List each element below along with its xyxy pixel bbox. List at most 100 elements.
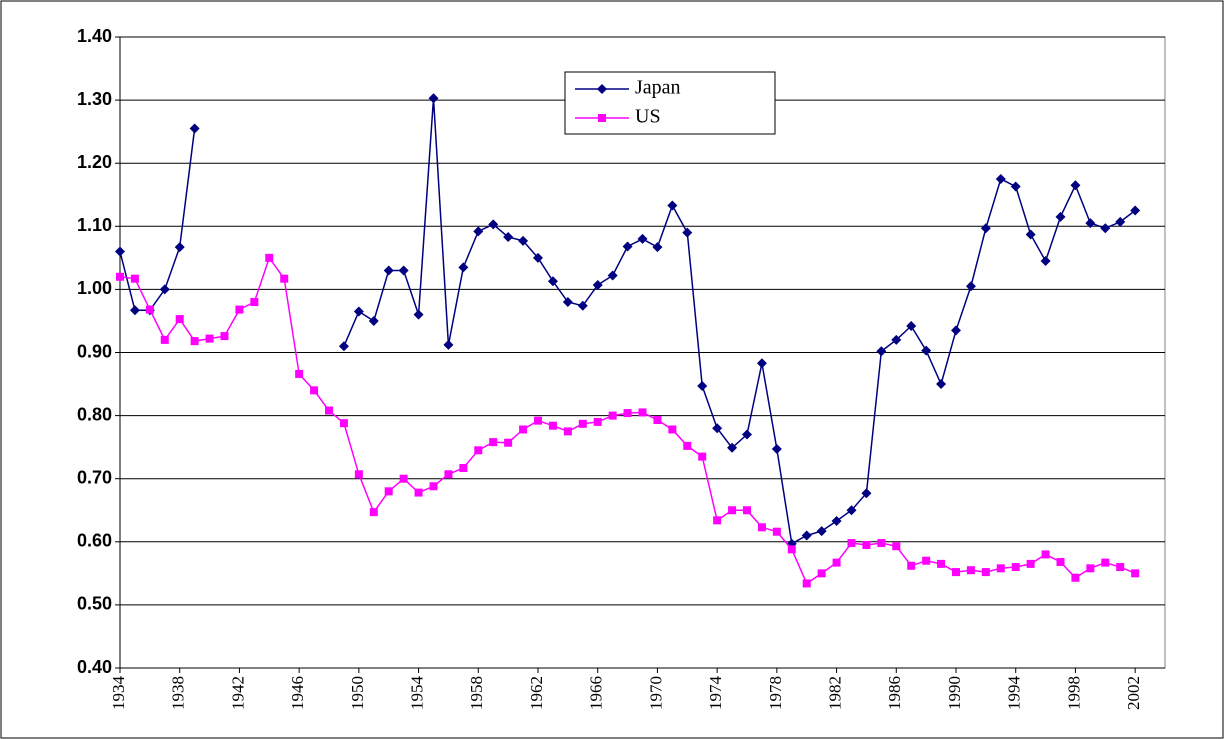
- point: [414, 488, 423, 497]
- point: [444, 470, 453, 479]
- series-line: [119, 98, 1136, 545]
- x-tick-label: 1998: [1064, 676, 1083, 710]
- point: [353, 306, 364, 317]
- point: [980, 223, 991, 234]
- legend-box: [564, 71, 776, 135]
- point: [295, 369, 304, 378]
- point: [503, 232, 514, 243]
- point: [235, 305, 244, 314]
- point: [622, 241, 633, 252]
- x-tick-label: 1982: [825, 676, 844, 710]
- point: [1010, 181, 1021, 192]
- point: [578, 419, 587, 428]
- point: [683, 441, 692, 450]
- point: [876, 346, 887, 357]
- point: [936, 379, 947, 390]
- x-tick-label: 1954: [407, 676, 426, 711]
- x-tick-label: 1974: [706, 676, 725, 711]
- point: [354, 470, 363, 479]
- y-tick-label: 1.30: [77, 89, 112, 109]
- y-tick-label: 1.40: [77, 26, 112, 46]
- y-tick-label: 0.70: [77, 467, 112, 487]
- point: [728, 506, 737, 515]
- point: [757, 523, 766, 532]
- point: [846, 505, 857, 516]
- point: [847, 539, 856, 548]
- x-tick-label: 1986: [885, 676, 904, 710]
- point: [668, 425, 677, 434]
- point: [428, 93, 439, 104]
- point: [145, 305, 154, 314]
- point: [907, 561, 916, 570]
- legend-marker: [597, 84, 607, 94]
- point: [682, 227, 693, 238]
- point: [519, 425, 528, 434]
- y-tick-label: 1.00: [77, 278, 112, 298]
- x-tick-label: 2002: [1124, 676, 1143, 710]
- point: [175, 315, 184, 324]
- point: [473, 226, 484, 237]
- point: [1131, 569, 1140, 578]
- point: [325, 406, 333, 415]
- series-line: [119, 256, 1136, 585]
- point: [1115, 216, 1126, 227]
- point: [563, 427, 572, 436]
- point: [130, 274, 139, 283]
- point: [116, 272, 124, 281]
- point: [280, 274, 289, 283]
- point: [1041, 550, 1050, 559]
- point: [697, 380, 708, 391]
- point: [205, 334, 214, 343]
- point: [891, 334, 902, 345]
- point: [1086, 564, 1095, 573]
- point: [265, 253, 274, 262]
- legend-marker: [598, 114, 606, 122]
- point: [802, 579, 811, 588]
- point: [816, 526, 827, 537]
- y-tick-label: 0.50: [77, 594, 112, 614]
- x-tick-label: 1946: [288, 676, 307, 710]
- point: [474, 446, 483, 455]
- point: [429, 482, 438, 491]
- point: [906, 320, 917, 331]
- point: [607, 270, 618, 281]
- point: [1085, 218, 1096, 229]
- point: [489, 438, 498, 447]
- x-tick-label: 1966: [587, 676, 606, 710]
- y-tick-label: 0.40: [77, 657, 112, 677]
- point: [562, 297, 573, 308]
- point: [1070, 180, 1081, 191]
- point: [877, 539, 886, 548]
- point: [250, 298, 259, 307]
- point: [368, 315, 379, 326]
- point: [787, 545, 796, 554]
- point: [638, 408, 647, 417]
- point: [743, 506, 751, 515]
- point: [996, 564, 1005, 573]
- point: [1011, 563, 1020, 572]
- point: [1055, 211, 1066, 222]
- point: [504, 438, 513, 447]
- legend-label: Japan: [635, 77, 681, 99]
- point: [488, 219, 499, 230]
- x-tick-label: 1934: [109, 676, 128, 711]
- point: [1100, 223, 1111, 234]
- point: [727, 442, 738, 453]
- point: [220, 332, 229, 341]
- x-tick-label: 1990: [945, 676, 964, 710]
- point: [413, 309, 424, 320]
- point: [771, 444, 782, 455]
- point: [189, 123, 200, 134]
- point: [995, 173, 1006, 184]
- point: [608, 411, 617, 420]
- point: [577, 300, 588, 311]
- point: [534, 416, 542, 425]
- point: [398, 265, 409, 276]
- x-tick-label: 1950: [348, 676, 367, 710]
- x-tick-label: 1942: [228, 676, 247, 710]
- x-tick-label: 1994: [1005, 676, 1024, 711]
- point: [801, 530, 812, 541]
- point: [921, 345, 932, 356]
- point: [1040, 256, 1051, 267]
- point: [951, 325, 961, 336]
